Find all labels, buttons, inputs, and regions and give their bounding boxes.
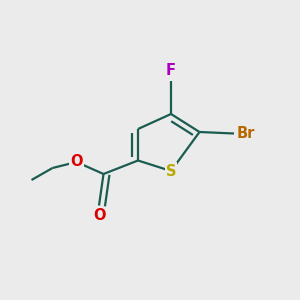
Text: F: F [166, 63, 176, 78]
Text: S: S [166, 164, 176, 178]
Text: O: O [93, 208, 105, 224]
Text: O: O [70, 154, 83, 169]
Text: Br: Br [237, 126, 255, 141]
